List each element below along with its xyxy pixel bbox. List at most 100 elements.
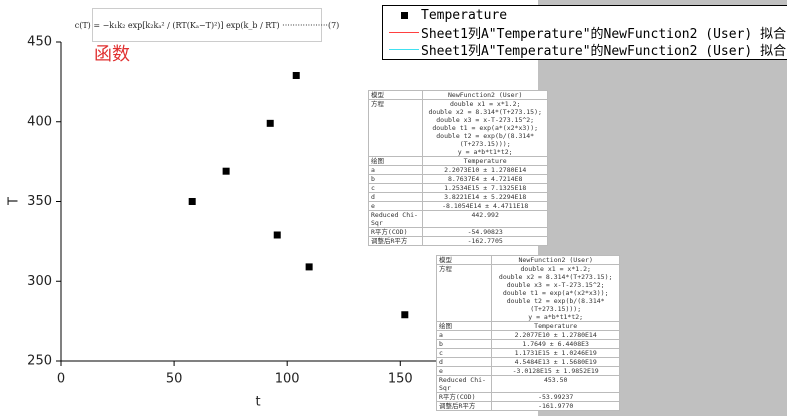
report-line: -53.99237 [538, 393, 574, 401]
report-key: 绘图 [435, 321, 493, 331]
report-key: c [367, 183, 424, 193]
legend-symbol [387, 32, 421, 33]
fit-report: 模型 NewFunction2 (User) 方程 double x1 = x*1.2… [367, 90, 548, 246]
report-key: Reduced Chi-Sqr [367, 210, 424, 228]
report-line: double t2 = exp(b/(8.314*(T+273.15))); [436, 132, 535, 148]
legend-line [389, 49, 419, 50]
report-key: a [435, 330, 493, 340]
report-value: -3.0128E15 ± 1.9852E19 [491, 366, 620, 376]
report-value: -8.1054E14 ± 4.4711E18 [422, 201, 548, 211]
report-value: NewFunction2 (User) [422, 90, 548, 100]
report-line: 4.5484E13 ± 1.5680E19 [514, 358, 597, 366]
report-row: a 2.2077E10 ± 1.2780E14 [435, 330, 620, 340]
report-value: 1.7649 ± 6.4408E3 [491, 339, 620, 349]
report-key: b [367, 174, 424, 184]
report-row: 模型 NewFunction2 (User) [367, 90, 548, 100]
report-line: 1.7649 ± 6.4408E3 [522, 340, 589, 348]
report-line: NewFunction2 (User) [518, 256, 593, 264]
report-row: Reduced Chi-Sqr 453.50 [435, 375, 620, 393]
report-key: Reduced Chi-Sqr [435, 375, 493, 393]
data-point [222, 167, 230, 175]
report-line: 2.2077E10 ± 1.2780E14 [514, 331, 597, 339]
report-line: -3.0128E15 ± 1.9852E19 [512, 367, 599, 375]
report-row: 绘图 Temperature [435, 321, 620, 331]
legend-entry: Temperature [387, 7, 786, 24]
report-value: 2.2077E10 ± 1.2780E14 [491, 330, 620, 340]
legend-marker [400, 12, 408, 19]
report-row: Reduced Chi-Sqr 442.992 [367, 210, 548, 228]
report-line: y = a*b*t1*t2; [528, 313, 584, 321]
report-value: 3.8221E14 ± 5.2294E18 [422, 192, 548, 202]
report-value: 4.5484E13 ± 1.5680E19 [491, 357, 620, 367]
legend-label: Sheet1列A"Temperature"的NewFunction2 (User… [421, 44, 787, 59]
report-row: c 1.1731E15 ± 1.0246E19 [435, 348, 620, 358]
report-line: 1.1731E15 ± 1.0246E19 [514, 349, 597, 357]
report-key: R平方(COD) [367, 227, 424, 237]
x-tick-label: 0 [57, 372, 65, 387]
report-line: -161.9770 [538, 402, 574, 410]
report-value: double x1 = x*1.2; double x2 = 8.314*(T+2… [491, 264, 620, 322]
legend-symbol [387, 49, 421, 50]
data-point [188, 198, 196, 205]
x-tick-label: 50 [166, 372, 183, 387]
report-row: a 2.2073E10 ± 1.2780E14 [367, 165, 548, 175]
report-line: double x1 = x*1.2; [449, 100, 521, 108]
legend-symbol [387, 12, 421, 19]
report-row: e -8.1054E14 ± 4.4711E18 [367, 201, 548, 211]
report-row: b 8.7637E4 ± 4.7214E8 [367, 174, 548, 184]
legend-label: Temperature [421, 8, 508, 23]
report-key: a [367, 165, 424, 175]
y-tick-label: 250 [27, 354, 52, 369]
report-row: 绘图 Temperature [367, 156, 548, 166]
report-value: 453.50 [491, 375, 620, 393]
report-row: d 4.5484E13 ± 1.5680E19 [435, 357, 620, 367]
report-line: -8.1054E14 ± 4.4711E18 [442, 202, 529, 210]
y-tick-label: 350 [27, 194, 52, 209]
legend-entry: Sheet1列A"Temperature"的NewFunction2 (User… [387, 41, 787, 59]
report-value: 442.992 [422, 210, 548, 228]
report-value: Temperature [491, 321, 620, 331]
equation: c(T) = −k₁k₂ exp[k₂kₐ² / (RT(Kₐ−T)²)] ex… [75, 8, 339, 42]
report-value: -54.90823 [422, 227, 548, 237]
report-row: R平方(COD) -53.99237 [435, 392, 620, 402]
report-line: double t1 = exp(a*(x2*x3)); [432, 124, 539, 132]
report-row: 模型 NewFunction2 (User) [435, 255, 620, 265]
report-line: double x2 = 8.314*(T+273.15); [428, 108, 542, 116]
report-row: R平方(COD) -54.90823 [367, 227, 548, 237]
report-row: 方程 double x1 = x*1.2; double x2 = 8.314*(T… [367, 99, 548, 157]
report-row: e -3.0128E15 ± 1.9852E19 [435, 366, 620, 376]
data-point [292, 71, 300, 79]
report-key: 模型 [367, 90, 424, 100]
report-key: e [367, 201, 424, 211]
report-key: d [435, 357, 493, 367]
report-value: 8.7637E4 ± 4.7214E8 [422, 174, 548, 184]
report-line: y = a*b*t1*t2; [457, 148, 513, 156]
report-row: 调整后R平方 -162.7705 [367, 236, 548, 246]
report-line: Temperature [534, 322, 578, 330]
report-value: -162.7705 [422, 236, 548, 246]
y-tick-label: 300 [27, 274, 52, 289]
report-key: c [435, 348, 493, 358]
data-point [266, 119, 274, 127]
report-row: c 1.2534E15 ± 7.1325E18 [367, 183, 548, 193]
report-value: -53.99237 [491, 392, 620, 402]
legend-entry: Sheet1列A"Temperature"的NewFunction2 (User… [387, 24, 787, 42]
report-key: R平方(COD) [435, 392, 493, 402]
report-line: double x1 = x*1.2; [520, 265, 591, 273]
report-row: 调整后R平方 -161.9770 [435, 401, 620, 411]
report-key: b [435, 339, 493, 349]
report-line: 8.7637E4 ± 4.7214E8 [448, 175, 523, 183]
legend-label: Sheet1列A"Temperature"的NewFunction2 (User… [421, 27, 787, 42]
report-line: double x2 = 8.314*(T+273.15); [498, 273, 613, 281]
x-tick-label: 100 [275, 372, 300, 387]
annotation: 函数 [94, 44, 130, 65]
report-value: Temperature [422, 156, 548, 166]
y-tick-label: 400 [27, 114, 52, 129]
report-value: -161.9770 [491, 401, 620, 411]
report-row: b 1.7649 ± 6.4408E3 [435, 339, 620, 349]
report-key: 模型 [435, 255, 493, 265]
y-axis-label: T [7, 197, 22, 206]
report-line: 2.2073E10 ± 1.2780E14 [444, 166, 527, 174]
fit-report: 模型 NewFunction2 (User) 方程 double x1 = x*1.2… [435, 255, 620, 411]
